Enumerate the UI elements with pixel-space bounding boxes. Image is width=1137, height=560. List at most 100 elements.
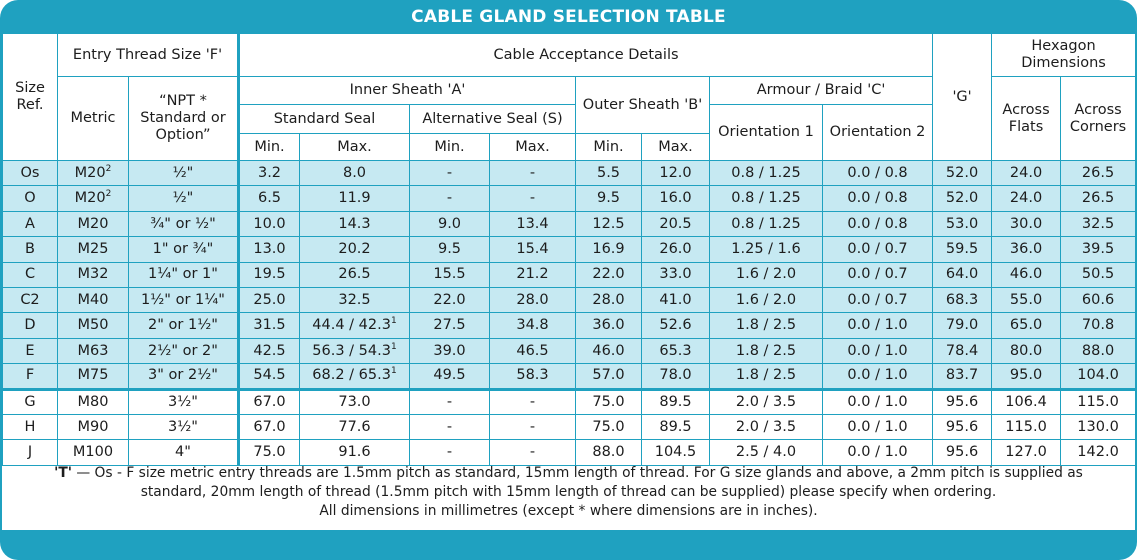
cell-size: H bbox=[2, 413, 58, 441]
cell-std-min: 6.5 bbox=[238, 185, 300, 212]
cell-ac: 104.0 bbox=[1060, 363, 1137, 390]
cell-g: 83.7 bbox=[932, 363, 993, 390]
cell-or1: 2.0 / 3.5 bbox=[709, 387, 823, 415]
cell-size: C2 bbox=[2, 286, 58, 314]
cell-std-min: 3.2 bbox=[238, 159, 300, 187]
footnote-line-1: 'T' — Os - F size metric entry threads a… bbox=[2, 464, 1135, 483]
footnotes: 'T' — Os - F size metric entry threads a… bbox=[2, 459, 1135, 530]
cell-or2: 0.0 / 0.8 bbox=[821, 210, 934, 238]
cell-npt: ½" bbox=[128, 159, 240, 187]
cell-std-max: 14.3 bbox=[299, 210, 410, 238]
header-alternative-seal: Alternative Seal (S) bbox=[409, 104, 576, 134]
cell-size: Os bbox=[2, 159, 58, 187]
cell-size: G bbox=[2, 387, 58, 415]
table-row: B M25 1" or ¾" 13.0 20.2 9.5 15.4 16.9 26.0 1.25 … bbox=[2, 236, 1137, 263]
cell-out-min: 57.0 bbox=[575, 363, 642, 390]
cell-af: 55.0 bbox=[991, 286, 1062, 314]
cell-alt-max: 21.2 bbox=[489, 261, 576, 288]
header-out-max: Max. bbox=[641, 133, 710, 161]
table-row: E M63 2½" or 2" 42.5 56.3 / 54.31 39.0 46.5 46.… bbox=[2, 337, 1137, 365]
cell-npt: 3" or 2½" bbox=[128, 363, 240, 390]
footnote-key: 'T' bbox=[54, 465, 72, 481]
cell-metric: M75 bbox=[57, 363, 129, 390]
cell-npt: 1¼" or 1" bbox=[128, 261, 240, 288]
cell-ac: 88.0 bbox=[1060, 337, 1137, 365]
cell-out-max: 89.5 bbox=[641, 413, 710, 441]
cell-g: 64.0 bbox=[932, 261, 993, 288]
cell-alt-max: 28.0 bbox=[489, 286, 576, 314]
header-alt-max: Max. bbox=[489, 133, 576, 161]
cell-af: 24.0 bbox=[991, 185, 1062, 212]
cell-or1: 0.8 / 1.25 bbox=[709, 159, 823, 187]
cell-out-min: 36.0 bbox=[575, 312, 642, 339]
cell-std-max: 68.2 / 65.31 bbox=[299, 363, 410, 390]
header-entry-thread: Entry Thread Size 'F' bbox=[57, 33, 240, 77]
footnote-marker: 2 bbox=[105, 189, 112, 200]
cell-metric: M40 bbox=[57, 286, 129, 314]
cell-or2: 0.0 / 1.0 bbox=[821, 312, 934, 339]
cell-alt-min: - bbox=[409, 387, 490, 415]
cell-or1: 1.6 / 2.0 bbox=[709, 286, 823, 314]
cell-metric: M90 bbox=[57, 413, 129, 441]
cell-or1: 1.8 / 2.5 bbox=[709, 337, 823, 365]
cell-ac: 26.5 bbox=[1060, 185, 1137, 212]
cable-gland-selection-table: Size Ref. Entry Thread Size 'F' Cable Ac… bbox=[2, 33, 1137, 466]
cell-alt-min: - bbox=[409, 159, 490, 187]
cell-or2: 0.0 / 1.0 bbox=[821, 363, 934, 390]
cell-npt: 1½" or 1¼" bbox=[128, 286, 240, 314]
table-row: F M75 3" or 2½" 54.5 68.2 / 65.31 49.5 58.3 57.… bbox=[2, 363, 1137, 390]
cell-out-min: 28.0 bbox=[575, 286, 642, 314]
cell-size: O bbox=[2, 185, 58, 212]
table-body: Os M202 ½" 3.2 8.0- -5.5 12.0 0.8 / 1.25 0.0 / 0… bbox=[2, 159, 1137, 466]
cell-npt: ½" bbox=[128, 185, 240, 212]
table-title: CABLE GLAND SELECTION TABLE bbox=[411, 6, 726, 27]
header-g: 'G' bbox=[932, 33, 993, 161]
cell-ac: 39.5 bbox=[1060, 236, 1137, 263]
header-std-max: Max. bbox=[299, 133, 410, 161]
table-row: G M80 3½" 67.0 73.0- -75.0 89.5 2.0 / 3.5 0.0 / … bbox=[2, 387, 1137, 415]
cell-out-max: 12.0 bbox=[641, 159, 710, 187]
header-alt-min: Min. bbox=[409, 133, 490, 161]
cell-std-min: 25.0 bbox=[238, 286, 300, 314]
cell-out-max: 65.3 bbox=[641, 337, 710, 365]
cell-ac: 115.0 bbox=[1060, 387, 1137, 415]
cell-alt-min: 27.5 bbox=[409, 312, 490, 339]
header-outer-sheath: Outer Sheath 'B' bbox=[575, 76, 710, 134]
header-armour: Armour / Braid 'C' bbox=[708, 76, 934, 105]
cell-alt-max: 15.4 bbox=[489, 236, 576, 263]
header-std-min: Min. bbox=[238, 133, 300, 161]
cell-std-min: 54.5 bbox=[238, 363, 300, 390]
table-row: J M100 4" 75.0 91.6- -88.0 104.5 2.5 / 4.0 0.0 /… bbox=[2, 439, 1137, 466]
cell-std-max: 8.0 bbox=[299, 159, 410, 187]
footnote-line-3: All dimensions in millimetres (except * … bbox=[319, 502, 818, 519]
cell-or1: 0.8 / 1.25 bbox=[709, 185, 823, 212]
cell-alt-max: - bbox=[489, 413, 576, 441]
table-row: H M90 3½" 67.0 77.6- -75.0 89.5 2.0 / 3.5 0.0 / … bbox=[2, 413, 1137, 441]
cell-ac: 32.5 bbox=[1060, 210, 1137, 238]
cell-std-min: 67.0 bbox=[238, 387, 300, 415]
cell-af: 46.0 bbox=[991, 261, 1062, 288]
cell-std-max: 91.6 bbox=[299, 439, 410, 466]
cell-g: 53.0 bbox=[932, 210, 993, 238]
cell-std-min: 13.0 bbox=[238, 236, 300, 263]
header-across-flats: Across Flats bbox=[991, 76, 1062, 161]
cell-metric: M20 bbox=[57, 210, 129, 238]
cell-out-min: 16.9 bbox=[575, 236, 642, 263]
cell-out-max: 104.5 bbox=[641, 439, 710, 466]
header-standard-seal: Standard Seal bbox=[238, 104, 410, 134]
cell-g: 95.6 bbox=[932, 413, 993, 441]
cell-or2: 0.0 / 1.0 bbox=[821, 413, 934, 441]
table-row: Os M202 ½" 3.2 8.0- -5.5 12.0 0.8 / 1.25 0.0 / 0… bbox=[2, 159, 1137, 187]
cell-g: 52.0 bbox=[932, 185, 993, 212]
cell-alt-min: 9.5 bbox=[409, 236, 490, 263]
cell-or2: 0.0 / 0.8 bbox=[821, 185, 934, 212]
cell-out-min: 22.0 bbox=[575, 261, 642, 288]
cell-std-max: 32.5 bbox=[299, 286, 410, 314]
cell-alt-min: - bbox=[409, 185, 490, 212]
cell-af: 106.4 bbox=[991, 387, 1062, 415]
cell-af: 30.0 bbox=[991, 210, 1062, 238]
cell-out-max: 89.5 bbox=[641, 387, 710, 415]
header-orientation-1: Orientation 1 bbox=[709, 104, 823, 161]
header-out-min: Min. bbox=[575, 133, 642, 161]
cell-ac: 26.5 bbox=[1060, 159, 1137, 187]
